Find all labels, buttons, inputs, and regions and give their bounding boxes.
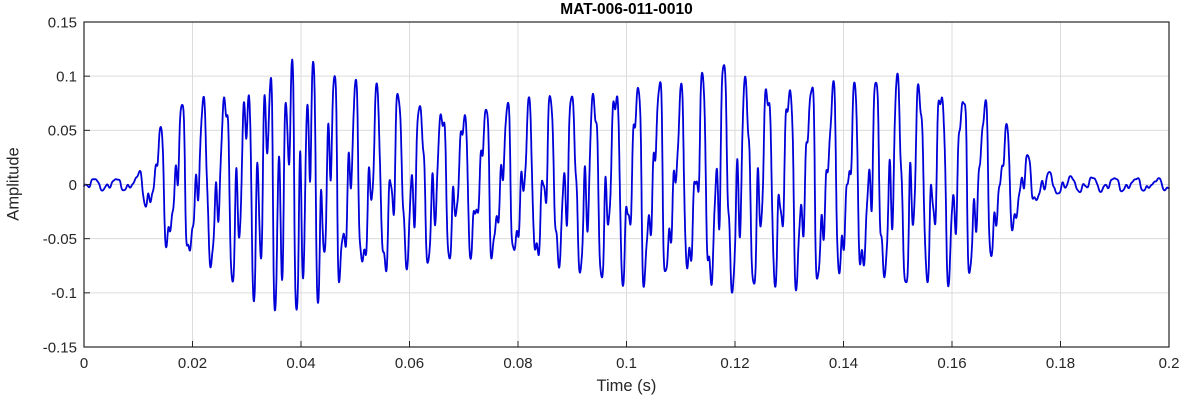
y-tick-label: 0.1 — [56, 68, 77, 85]
y-tick-label: -0.1 — [51, 285, 77, 302]
x-tick-label: 0 — [80, 355, 88, 372]
waveform-line — [83, 58, 1170, 312]
y-tick-label: 0.15 — [48, 14, 77, 31]
x-tick-label: 0.14 — [829, 355, 858, 372]
x-tick-label: 0.2 — [1159, 355, 1180, 372]
x-tick-label: 0.04 — [286, 355, 315, 372]
x-tick-label: 0.12 — [720, 355, 749, 372]
x-axis-label: Time (s) — [596, 377, 657, 395]
x-tick-label: 0.06 — [395, 355, 424, 372]
y-axis-label: Amplitude — [4, 147, 23, 221]
chart-title: MAT-006-011-0010 — [560, 1, 693, 18]
x-tick-label: 0.16 — [937, 355, 966, 372]
x-tick-label: 0.1 — [616, 355, 637, 372]
axes-box — [83, 21, 1170, 348]
y-tick-label: -0.05 — [43, 231, 77, 248]
x-tick-label: 0.18 — [1046, 355, 1075, 372]
y-tick-label: 0 — [69, 177, 77, 194]
y-tick-label: 0.05 — [48, 123, 77, 140]
x-tick-label: 0.08 — [503, 355, 532, 372]
x-tick-label: 0.02 — [178, 355, 207, 372]
y-tick-label: -0.15 — [43, 339, 77, 356]
